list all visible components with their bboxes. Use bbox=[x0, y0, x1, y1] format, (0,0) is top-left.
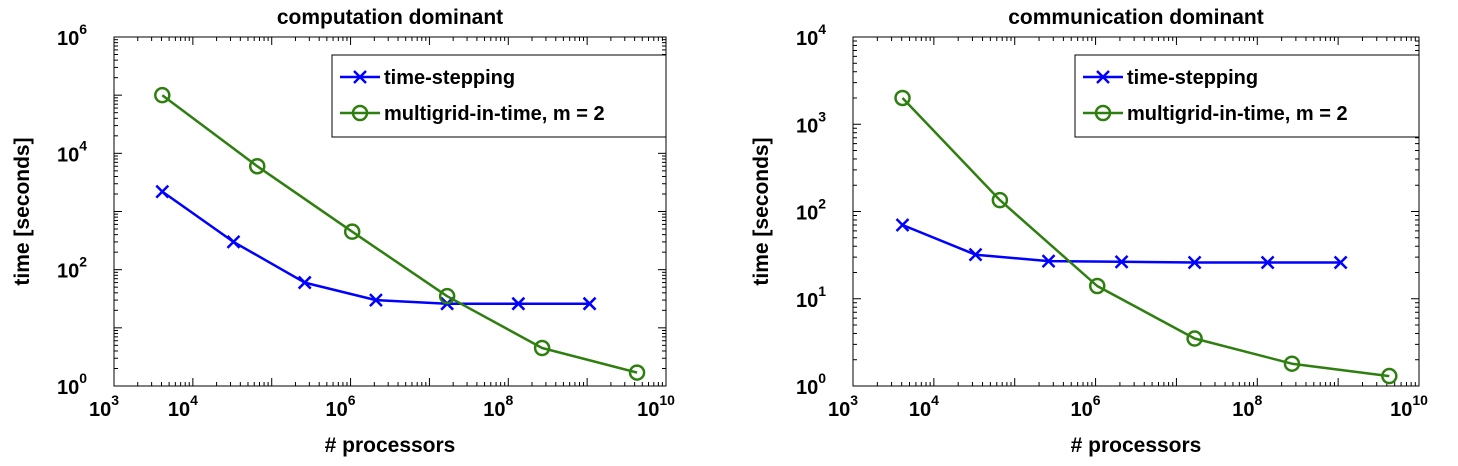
data-point-time-stepping bbox=[1260, 255, 1275, 270]
legend-label: time-stepping bbox=[1127, 67, 1258, 89]
x-tick-label: 1010 bbox=[637, 392, 675, 421]
chart-computation-dominant: computation dominant # processors time [se… bbox=[11, 6, 675, 457]
x-tick-label: 106 bbox=[1071, 392, 1101, 421]
y-tick-label: 103 bbox=[796, 108, 826, 137]
y-tick-label: 104 bbox=[796, 21, 826, 50]
data-point-time-stepping bbox=[1114, 254, 1129, 269]
data-point-multigrid bbox=[154, 86, 171, 104]
series-line-multigrid bbox=[161, 94, 638, 374]
legend-label: multigrid-in-time, m = 2 bbox=[384, 103, 605, 125]
y-tick-label: 106 bbox=[57, 21, 87, 50]
y-axis-label: time [seconds] bbox=[11, 137, 34, 285]
chart-communication-dominant: communication dominant # processors time [… bbox=[750, 6, 1428, 457]
x-tick-label: 106 bbox=[326, 392, 356, 421]
data-point-multigrid bbox=[343, 223, 361, 240]
y-tick-label: 102 bbox=[796, 196, 826, 225]
x-tick-label: 108 bbox=[1232, 392, 1262, 421]
data-point-multigrid bbox=[438, 287, 456, 305]
legend-box bbox=[1074, 54, 1420, 138]
legend-box bbox=[331, 54, 667, 138]
legend-marker bbox=[353, 70, 367, 84]
x-tick-label: 103 bbox=[828, 392, 858, 421]
data-point-multigrid bbox=[991, 191, 1009, 209]
legend-label: time-stepping bbox=[384, 67, 515, 89]
data-point-multigrid bbox=[1381, 367, 1398, 385]
y-tick-label: 101 bbox=[796, 283, 826, 312]
data-point-multigrid bbox=[1186, 330, 1203, 347]
data-point-time-stepping bbox=[297, 275, 312, 290]
chart-panel-computation: computation dominant # processors time [se… bbox=[11, 6, 675, 457]
x-tick-label: 103 bbox=[89, 392, 119, 421]
x-tick-label: 108 bbox=[483, 392, 513, 421]
x-axis-label: # processors bbox=[325, 434, 456, 457]
data-point-time-stepping bbox=[895, 218, 910, 232]
y-tick-label: 102 bbox=[57, 254, 87, 283]
data-point-time-stepping bbox=[369, 293, 383, 307]
legend-marker bbox=[1094, 104, 1112, 122]
data-point-time-stepping bbox=[226, 235, 241, 249]
data-point-time-stepping bbox=[155, 184, 170, 199]
data-point-time-stepping bbox=[1187, 255, 1202, 270]
data-point-time-stepping bbox=[1041, 254, 1056, 268]
data-point-time-stepping bbox=[511, 296, 526, 311]
x-axis-label: # processors bbox=[1071, 434, 1202, 457]
y-tick-label: 100 bbox=[57, 370, 87, 399]
data-point-time-stepping bbox=[968, 247, 983, 262]
data-point-multigrid bbox=[628, 364, 646, 381]
chart-title: computation dominant bbox=[277, 6, 503, 29]
legend-label: multigrid-in-time, m = 2 bbox=[1127, 103, 1348, 125]
legend-marker bbox=[1096, 70, 1110, 84]
chart-title: communication dominant bbox=[1008, 6, 1264, 29]
series-line-multigrid bbox=[901, 97, 1390, 378]
y-tick-label: 104 bbox=[57, 137, 87, 166]
y-axis-label: time [seconds] bbox=[750, 137, 773, 285]
data-point-multigrid bbox=[248, 157, 266, 175]
data-point-multigrid bbox=[1283, 355, 1301, 372]
data-point-multigrid bbox=[894, 89, 911, 107]
x-tick-label: 104 bbox=[909, 392, 939, 421]
data-point-time-stepping bbox=[582, 296, 597, 311]
data-point-multigrid bbox=[1088, 277, 1106, 295]
legend-marker bbox=[351, 104, 369, 122]
x-tick-label: 1010 bbox=[1390, 392, 1428, 421]
chart-panel-communication: communication dominant # processors time [… bbox=[729, 0, 1458, 466]
x-tick-label: 104 bbox=[168, 392, 198, 421]
y-tick-label: 100 bbox=[796, 370, 826, 399]
data-point-time-stepping bbox=[1333, 255, 1348, 270]
data-point-multigrid bbox=[533, 339, 551, 357]
